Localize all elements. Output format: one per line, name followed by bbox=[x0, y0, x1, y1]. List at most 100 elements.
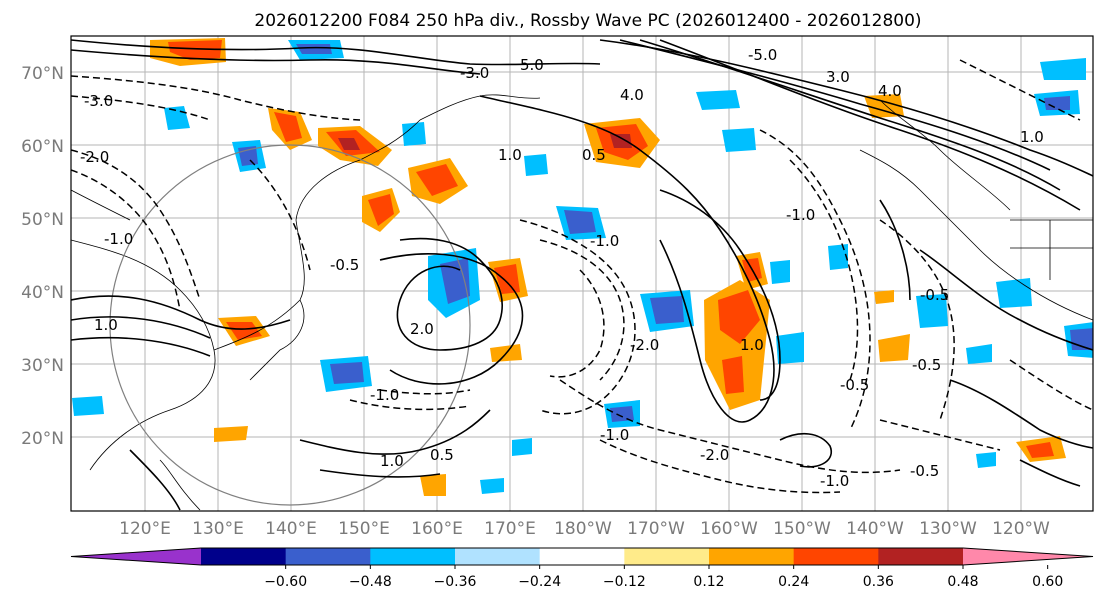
contour-label: -1.0 bbox=[590, 232, 619, 250]
lon-label: 140°E bbox=[265, 519, 317, 539]
shade-positive bbox=[878, 334, 910, 362]
lon-label: 140°W bbox=[846, 519, 904, 539]
shade-positive bbox=[416, 164, 458, 196]
lat-label: 30°N bbox=[21, 356, 64, 376]
contour-label: 4.0 bbox=[878, 82, 902, 100]
colorbar-tick-label: 0.12 bbox=[693, 574, 724, 590]
shade-negative bbox=[828, 244, 848, 270]
lat-label: 70°N bbox=[21, 64, 64, 84]
shade-negative bbox=[966, 344, 992, 364]
lat-label: 50°N bbox=[21, 210, 64, 230]
shade-positive bbox=[874, 290, 894, 304]
lon-label: 170°E bbox=[484, 519, 536, 539]
contour-label: 1.0 bbox=[1020, 128, 1044, 146]
colorbar-tick-label: −0.48 bbox=[349, 574, 392, 590]
contour-label: -0.5 bbox=[920, 286, 949, 304]
contours-solid bbox=[71, 39, 1093, 511]
shade-positive bbox=[722, 356, 744, 394]
contour-label: -5.0 bbox=[748, 46, 777, 64]
shade-negative bbox=[480, 478, 504, 494]
projection-circle bbox=[109, 144, 471, 506]
shade-negative bbox=[776, 332, 804, 364]
contour-label: -1.0 bbox=[820, 472, 849, 490]
shade-negative bbox=[696, 90, 740, 110]
contour-label: 0.5 bbox=[582, 146, 606, 164]
colorbar-outline bbox=[70, 547, 1094, 566]
contour-label: 0.5 bbox=[430, 446, 454, 464]
map-frame bbox=[70, 35, 1094, 512]
lon-label: 120°W bbox=[992, 519, 1050, 539]
contour-label: 2.0 bbox=[410, 320, 434, 338]
contours-dashed bbox=[71, 59, 1093, 494]
contour-label: -0.5 bbox=[840, 376, 869, 394]
contour-label: -2.0 bbox=[700, 446, 729, 464]
colorbar-tick-label: 0.36 bbox=[863, 574, 894, 590]
lon-label: 150°E bbox=[338, 519, 390, 539]
contour-label: -1.0 bbox=[600, 426, 629, 444]
contour-label: -1.0 bbox=[104, 230, 133, 248]
shade-negative bbox=[916, 294, 948, 328]
shade-positive bbox=[368, 194, 394, 226]
contour-label: -3.0 bbox=[460, 64, 489, 82]
coastlines bbox=[71, 94, 1093, 511]
shade-negative bbox=[330, 362, 364, 384]
lat-label: 60°N bbox=[21, 137, 64, 157]
colorbar-swatch bbox=[624, 548, 710, 565]
shade-positive bbox=[274, 112, 302, 142]
shade-negative bbox=[650, 296, 684, 324]
shade-positive bbox=[718, 290, 760, 344]
colorbar-tick-label: 0.48 bbox=[947, 574, 978, 590]
shade-negative bbox=[440, 258, 470, 304]
lon-label: 160°W bbox=[700, 519, 758, 539]
shade-negative bbox=[976, 452, 996, 468]
map-panel: -3.0 5.0 -3.0 4.0 -5.0 3.0 4.0 0.5 -2.0 … bbox=[70, 35, 1094, 512]
contour-label: -0.5 bbox=[910, 462, 939, 480]
shade-negative bbox=[610, 406, 634, 422]
shade-positive bbox=[610, 134, 632, 148]
contour-labels: -3.0 5.0 -3.0 4.0 -5.0 3.0 4.0 0.5 -2.0 … bbox=[80, 46, 1044, 490]
shade-negative bbox=[72, 396, 104, 416]
colorbar-swatch bbox=[793, 548, 879, 565]
shade-positive bbox=[168, 40, 222, 60]
colorbar-tick-label: 0.24 bbox=[778, 574, 809, 590]
contour-label: -1.0 bbox=[786, 206, 815, 224]
divergence-shading bbox=[72, 38, 1093, 496]
colorbar: −0.60 −0.48 −0.36 −0.24 −0.12 0.12 0.24 0.36 0.4… bbox=[70, 547, 1094, 590]
lon-label: 160°E bbox=[411, 519, 463, 539]
colorbar-swatch bbox=[878, 548, 964, 565]
contour-label: -1.0 bbox=[370, 386, 399, 404]
colorbar-tick-label: −0.12 bbox=[603, 574, 646, 590]
lon-label: 130°W bbox=[919, 519, 977, 539]
contour-label: 1.0 bbox=[498, 146, 522, 164]
contour-label: 1.0 bbox=[94, 316, 118, 334]
colorbar-tick-label: −0.24 bbox=[518, 574, 561, 590]
colorbar-extend-min bbox=[71, 548, 201, 565]
shade-positive bbox=[338, 138, 360, 150]
contour-label: -0.5 bbox=[912, 356, 941, 374]
colorbar-tick-label: −0.60 bbox=[264, 574, 307, 590]
contour-label: 1.0 bbox=[380, 452, 404, 470]
shade-negative bbox=[996, 278, 1032, 308]
shade-positive bbox=[420, 474, 446, 496]
shade-negative bbox=[564, 210, 596, 234]
contour-label: 3.0 bbox=[826, 68, 850, 86]
contour-label: -2.0 bbox=[630, 336, 659, 354]
lon-label: 150°W bbox=[773, 519, 831, 539]
colorbar-tick-label: −0.36 bbox=[434, 574, 477, 590]
shade-positive bbox=[494, 264, 520, 294]
lon-label: 120°E bbox=[119, 519, 171, 539]
contour-label: -3.0 bbox=[84, 92, 113, 110]
colorbar-swatch bbox=[201, 548, 287, 565]
shade-positive bbox=[214, 426, 248, 442]
shade-negative bbox=[722, 128, 756, 152]
shade-negative bbox=[1044, 96, 1070, 110]
contour-label: 4.0 bbox=[620, 86, 644, 104]
colorbar-swatch bbox=[370, 548, 456, 565]
lon-label: 170°W bbox=[627, 519, 685, 539]
colorbar-swatch bbox=[455, 548, 541, 565]
shade-negative bbox=[524, 154, 548, 176]
figure-title: 2026012200 F084 250 hPa div., Rossby Wav… bbox=[254, 11, 921, 31]
shade-negative bbox=[512, 438, 532, 456]
contour-label: 5.0 bbox=[520, 56, 544, 74]
